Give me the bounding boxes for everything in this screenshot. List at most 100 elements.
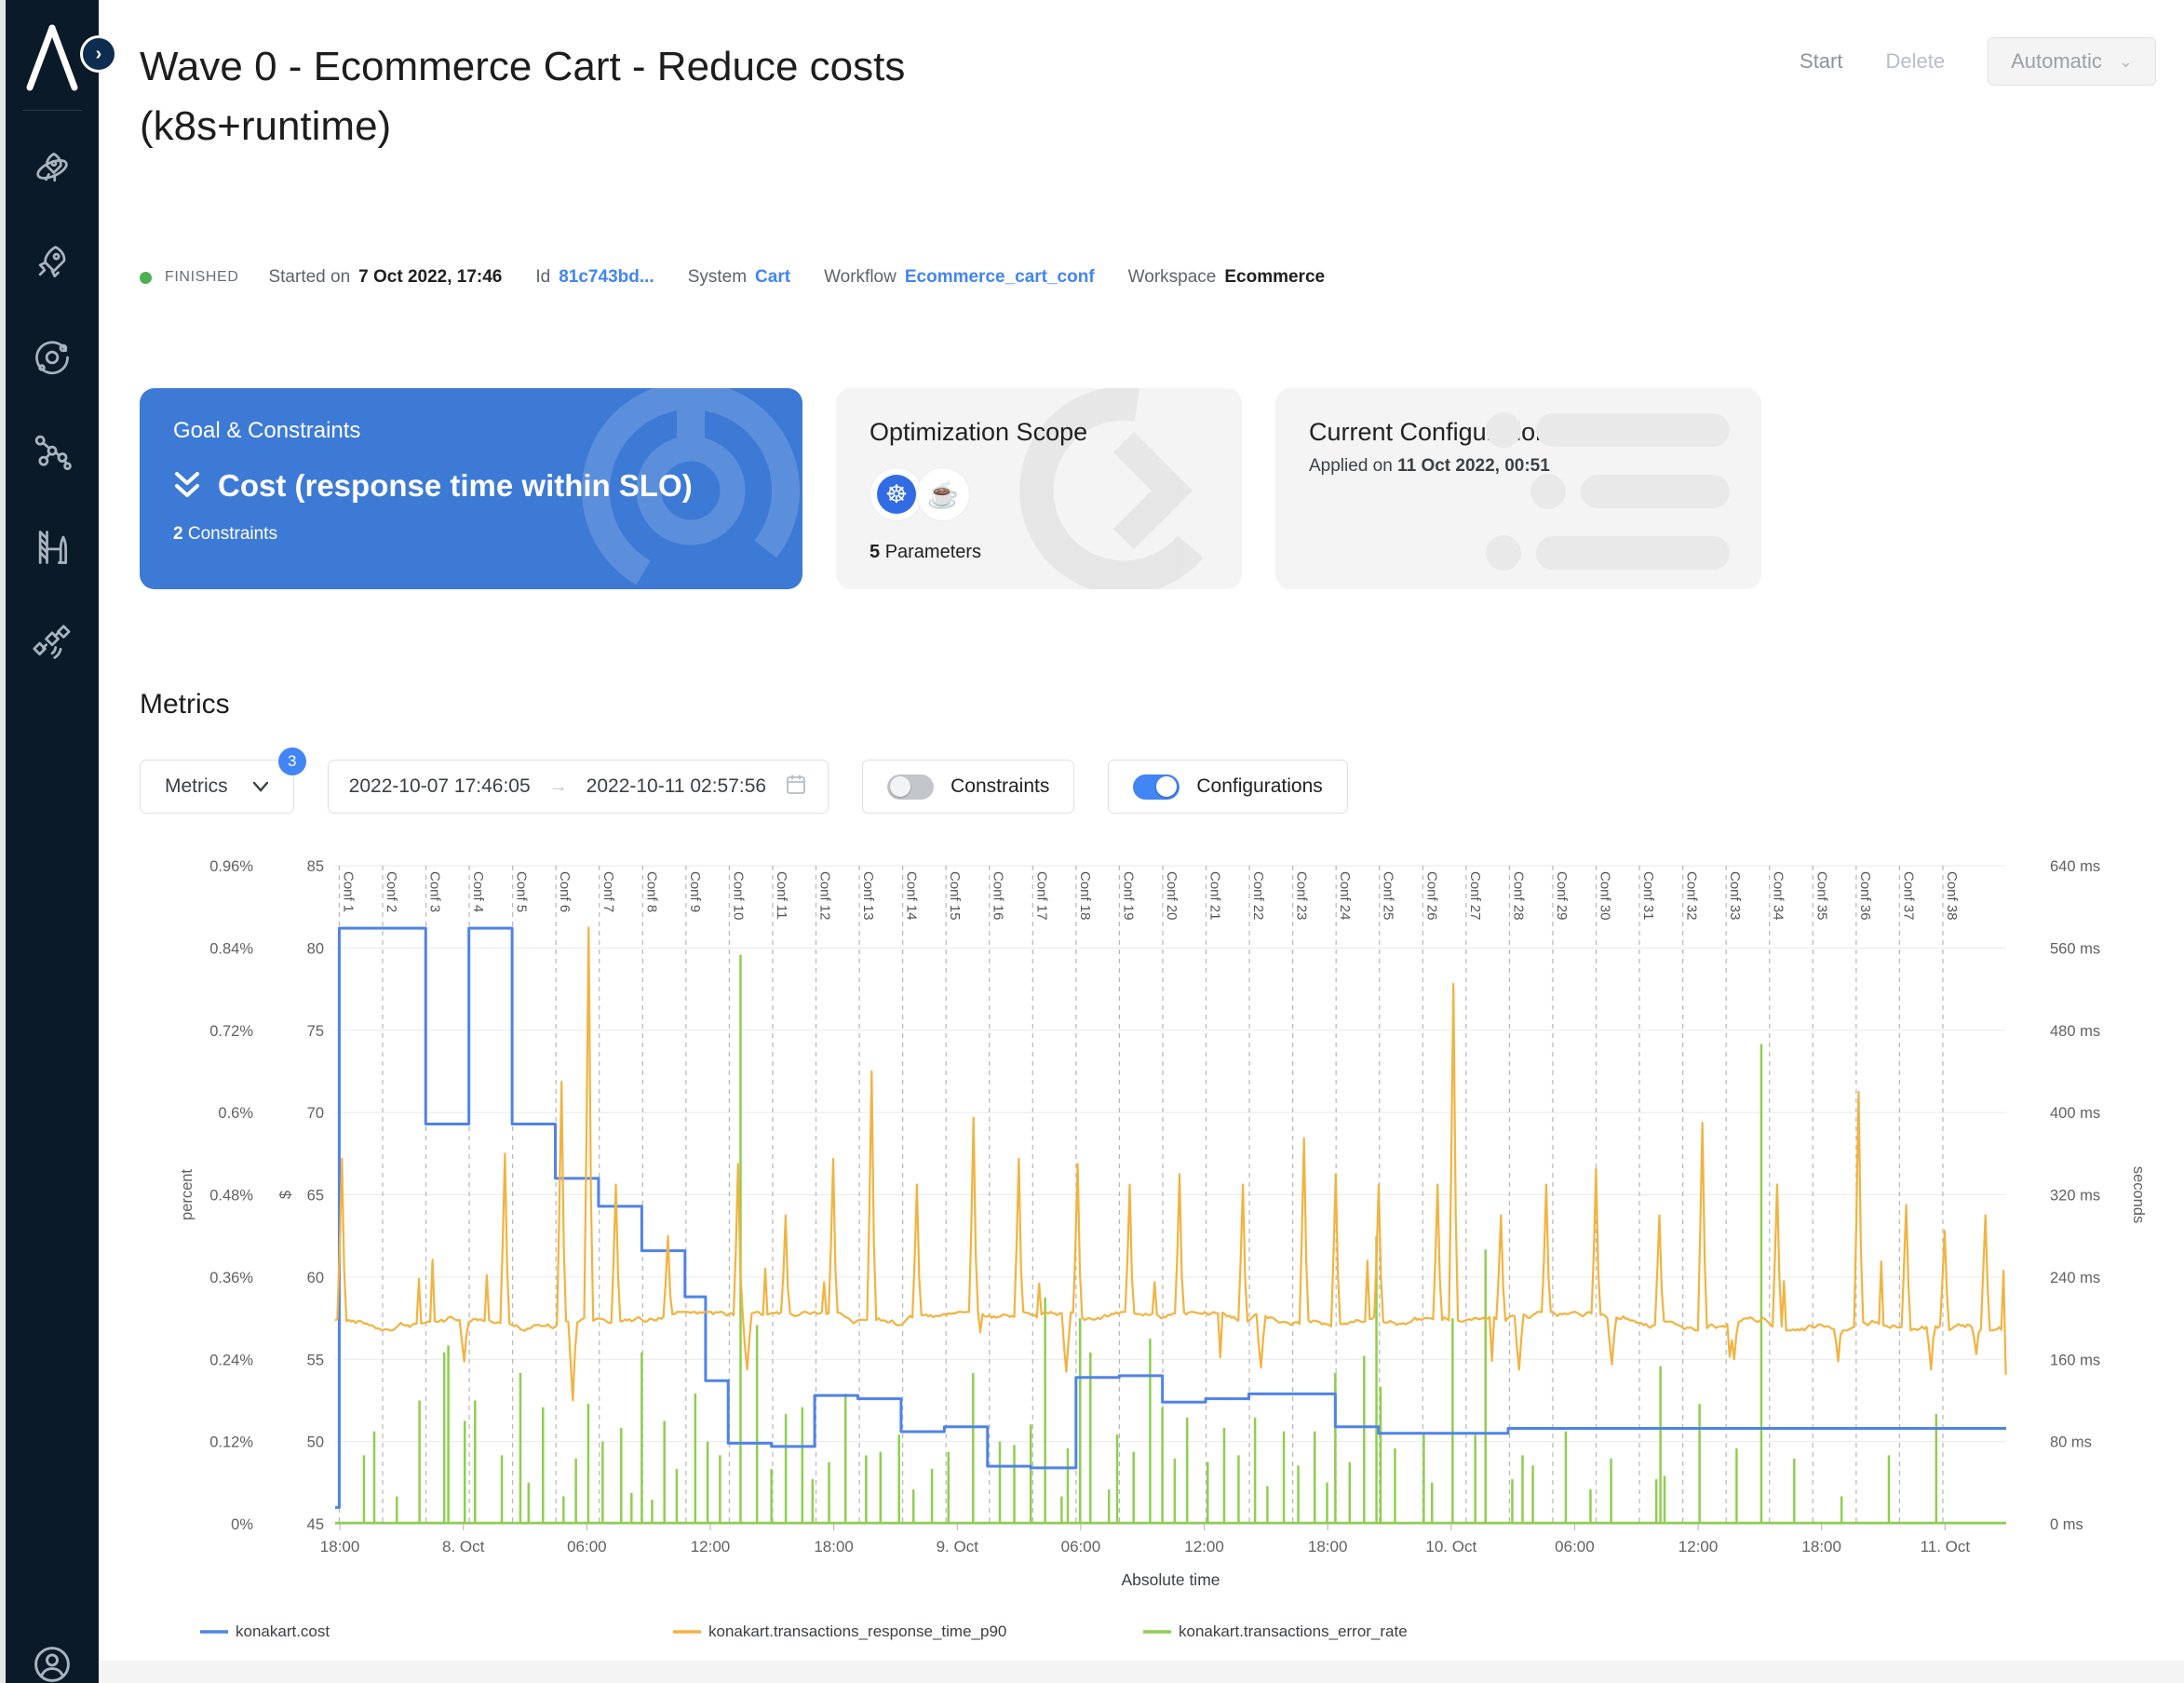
svg-text:60: 60	[307, 1270, 324, 1286]
svg-text:0.48%: 0.48%	[209, 1188, 253, 1205]
svg-text:0%: 0%	[231, 1516, 253, 1533]
svg-text:06:00: 06:00	[1061, 1538, 1101, 1555]
svg-text:560 ms: 560 ms	[2050, 940, 2100, 957]
start-button[interactable]: Start	[1800, 49, 1843, 73]
goal-watermark-icon	[582, 388, 800, 589]
svg-text:Conf 12: Conf 12	[817, 871, 833, 921]
svg-text:Conf 5: Conf 5	[514, 871, 530, 912]
akamas-logo[interactable]	[6, 17, 99, 95]
svg-text:Conf 14: Conf 14	[904, 871, 920, 921]
scope-watermark-icon	[1019, 388, 1228, 589]
goal-card-title: Goal & Constraints	[173, 418, 361, 443]
current-configuration-card[interactable]: Current Configuration Applied on 11 Oct …	[1275, 388, 1761, 589]
svg-text:640 ms: 640 ms	[2050, 858, 2100, 875]
svg-text:12:00: 12:00	[1678, 1538, 1719, 1555]
sidebar-divider	[22, 110, 82, 111]
configurations-toggle[interactable]: Configurations	[1108, 760, 1348, 814]
svg-text:Conf 37: Conf 37	[1900, 871, 1916, 921]
metrics-selector-label: Metrics	[165, 775, 228, 797]
goal-name: Cost (response time within SLO)	[218, 468, 693, 503]
svg-text:320 ms: 320 ms	[2050, 1188, 2100, 1205]
integrations-satellite-icon[interactable]	[32, 622, 73, 663]
svg-text:Conf 32: Conf 32	[1684, 871, 1700, 921]
status-badge: FINISHED	[165, 269, 239, 285]
svg-text:Absolute time: Absolute time	[1121, 1570, 1220, 1589]
studies-rocket-icon[interactable]	[32, 242, 73, 283]
svg-text:18:00: 18:00	[814, 1538, 854, 1555]
chevron-down-icon	[252, 781, 268, 792]
sidebar	[6, 0, 99, 1683]
svg-text:Conf 7: Conf 7	[600, 871, 616, 912]
svg-text:percent: percent	[179, 1169, 195, 1220]
date-from-value: 2022-10-07 17:46:05	[348, 775, 531, 797]
svg-text:12:00: 12:00	[691, 1538, 731, 1555]
skeleton-row	[1486, 535, 1730, 571]
kubernetes-icon: ☸	[870, 467, 923, 521]
svg-text:0 ms: 0 ms	[2050, 1516, 2083, 1533]
svg-text:9. Oct: 9. Oct	[937, 1538, 979, 1555]
mode-dropdown[interactable]: Automatic ⌄	[1988, 37, 2156, 86]
goal-constraints-card[interactable]: Goal & Constraints Cost (response time w…	[140, 388, 802, 589]
window-edge	[0, 0, 6, 1683]
svg-text:Conf 35: Conf 35	[1813, 871, 1829, 921]
svg-text:55: 55	[307, 1352, 324, 1368]
workflow-label: Workflow	[824, 267, 897, 287]
workflows-graph-icon[interactable]	[32, 432, 73, 473]
parameters-label: Parameters	[884, 542, 982, 562]
delete-button[interactable]: Delete	[1885, 49, 1946, 73]
svg-text:Conf 13: Conf 13	[860, 871, 876, 921]
applied-value: 11 Oct 2022, 00:51	[1397, 456, 1550, 476]
date-range-input[interactable]: 2022-10-07 17:46:05 → 2022-10-11 02:57:5…	[327, 760, 829, 814]
svg-text:80: 80	[307, 940, 324, 957]
systems-orbit-icon[interactable]	[32, 337, 73, 378]
system-label: System	[687, 267, 748, 287]
summary-cards: Goal & Constraints Cost (response time w…	[140, 388, 1761, 589]
metrics-chart[interactable]: 0% 0.12% 0.24% 0.36% 0.48% 0.6% 0.72% 0.84% 0.96…	[99, 819, 2184, 1657]
workflow-link[interactable]: Ecommerce_cart_conf	[904, 267, 1095, 287]
svg-text:18:00: 18:00	[320, 1538, 360, 1555]
svg-text:Conf 3: Conf 3	[427, 871, 443, 912]
svg-text:18:00: 18:00	[1308, 1538, 1348, 1555]
svg-text:Conf 29: Conf 29	[1554, 871, 1570, 921]
svg-text:85: 85	[307, 858, 324, 875]
configurations-switch[interactable]	[1133, 774, 1180, 800]
skeleton-row	[1486, 412, 1730, 448]
account-icon[interactable]	[32, 1644, 73, 1683]
constraints-toggle[interactable]: Constraints	[862, 760, 1075, 814]
scope-card-title: Optimization Scope	[870, 418, 1088, 446]
study-id-link[interactable]: 81c743bd...	[559, 267, 654, 287]
page-title-line1: Wave 0 - Ecommerce Cart - Reduce costs	[140, 44, 906, 89]
metrics-selector[interactable]: Metrics 3	[140, 747, 306, 814]
svg-text:Conf 22: Conf 22	[1250, 871, 1266, 921]
svg-text:Conf 33: Conf 33	[1727, 871, 1743, 921]
header-actions: Start Delete Automatic ⌄	[1800, 37, 2156, 86]
sidebar-collapse-button[interactable]: ›	[80, 35, 117, 73]
svg-text:Conf 20: Conf 20	[1164, 871, 1180, 921]
metrics-count-badge: 3	[277, 747, 306, 775]
svg-text:50: 50	[307, 1434, 324, 1451]
footer-strip	[99, 1661, 2184, 1683]
svg-text:45: 45	[307, 1516, 324, 1533]
svg-text:Conf 16: Conf 16	[991, 871, 1006, 921]
optimization-studies-icon[interactable]	[32, 147, 73, 188]
java-icon: ☕	[916, 467, 970, 521]
svg-text:Conf 9: Conf 9	[687, 871, 703, 912]
svg-text:80 ms: 80 ms	[2050, 1434, 2092, 1451]
telemetry-launchpad-icon[interactable]	[32, 527, 73, 568]
id-label: Id	[535, 267, 551, 287]
svg-text:Conf 6: Conf 6	[557, 871, 573, 912]
svg-text:400 ms: 400 ms	[2050, 1105, 2100, 1122]
system-link[interactable]: Cart	[755, 267, 791, 287]
status-row: FINISHED Started on 7 Oct 2022, 17:46 Id…	[140, 267, 1345, 288]
mode-dropdown-label: Automatic	[2011, 49, 2102, 73]
svg-text:18:00: 18:00	[1801, 1538, 1841, 1555]
constraints-switch[interactable]	[887, 774, 935, 800]
chevron-down-icon: ⌄	[2118, 51, 2133, 71]
range-arrow-icon: →	[548, 775, 568, 797]
svg-text:Conf 31: Conf 31	[1640, 871, 1656, 921]
optimization-scope-card[interactable]: Optimization Scope ☸ ☕ 5 Parameters	[836, 388, 1242, 589]
metrics-heading: Metrics	[140, 689, 230, 720]
svg-text:06:00: 06:00	[567, 1538, 607, 1555]
skeleton-row	[1530, 474, 1730, 509]
